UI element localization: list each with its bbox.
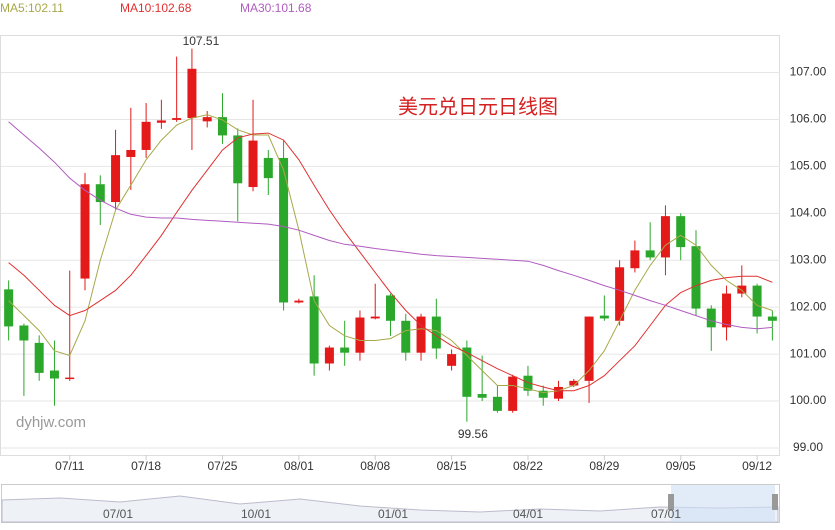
navigator-area: [1, 495, 779, 523]
candle-body: [722, 293, 732, 328]
candle-body: [401, 320, 411, 353]
candle-body: [294, 300, 304, 303]
candle-body: [172, 118, 182, 120]
x-tick-label: 08/08: [360, 459, 390, 473]
candle-body: [706, 308, 716, 328]
candle-body: [233, 135, 243, 184]
candle-body: [752, 285, 762, 317]
candle-body: [676, 216, 686, 248]
candle-body: [477, 393, 487, 398]
candle-body: [508, 376, 518, 411]
candle-body: [263, 157, 273, 179]
plot-border: [0, 35, 780, 456]
navigator-handle[interactable]: [772, 494, 778, 510]
x-tick-label: 08/22: [513, 459, 543, 473]
x-tick-label: 08/15: [437, 459, 467, 473]
candle-body: [19, 325, 29, 341]
candle-body: [49, 370, 59, 379]
candle-body: [630, 250, 640, 269]
candle-body: [4, 289, 14, 327]
candle-body: [645, 250, 655, 258]
candle-body: [217, 117, 227, 136]
candle-body: [65, 377, 75, 380]
legend-entry: MA10:102.68: [120, 1, 192, 15]
navigator-label: 10/01: [241, 507, 271, 521]
candle-body: [279, 157, 289, 303]
candle-body: [554, 386, 564, 399]
candle-body: [737, 285, 747, 294]
y-tick-label: 100.00: [790, 393, 827, 407]
candle-body: [599, 315, 609, 319]
candle-body: [538, 390, 548, 398]
candle-body: [95, 184, 105, 203]
chart-title: 美元兑日元日线图: [398, 95, 558, 118]
y-tick-label: 104.00: [790, 205, 827, 219]
candle-body: [126, 149, 136, 158]
y-tick-label: 103.00: [790, 252, 827, 266]
ma-line: [8, 114, 773, 394]
candle-body: [202, 117, 212, 122]
candle-body: [492, 396, 502, 411]
candle-body: [386, 295, 395, 321]
candle-body: [248, 140, 258, 188]
max-label: 107.51: [183, 34, 220, 48]
x-tick-label: 07/11: [55, 459, 84, 473]
candle-body: [156, 120, 166, 123]
x-tick-label: 09/05: [666, 459, 696, 473]
x-tick-label: 07/18: [131, 459, 161, 473]
candle-body: [615, 267, 625, 321]
navigator-label: 01/01: [378, 507, 408, 521]
navigator-label: 07/01: [651, 507, 681, 521]
candle-body: [584, 316, 594, 381]
ma-line: [8, 132, 773, 392]
candle-body: [767, 316, 777, 321]
candle-body: [691, 246, 701, 309]
y-tick-label: 101.00: [790, 346, 827, 360]
candle-body: [355, 317, 365, 353]
candle-body: [309, 296, 319, 364]
candle-body: [34, 342, 44, 373]
candle-body: [416, 316, 426, 353]
candle-body: [187, 68, 197, 119]
candle-body: [462, 347, 472, 397]
y-tick-label: 105.00: [790, 159, 827, 173]
candle-body: [324, 347, 334, 364]
candle-body: [660, 216, 670, 258]
x-tick-label: 07/25: [207, 459, 237, 473]
candle-body: [111, 155, 121, 203]
candle-body: [431, 316, 441, 349]
navigator-selection[interactable]: [671, 485, 775, 522]
candle-body: [80, 184, 90, 279]
navigator-label: 04/01: [513, 507, 543, 521]
navigator-label: 07/01: [103, 507, 133, 521]
candle-body: [141, 121, 151, 150]
watermark: dyhjw.com: [16, 414, 86, 431]
x-tick-label: 08/29: [589, 459, 619, 473]
min-label: 99.56: [458, 427, 488, 441]
y-tick-label: 107.00: [790, 65, 827, 79]
x-tick-label: 08/01: [284, 459, 314, 473]
x-tick-label: 09/12: [742, 459, 772, 473]
y-tick-label: 106.00: [790, 112, 827, 126]
candle-body: [447, 354, 457, 366]
legend-entry: MA5:102.11: [0, 1, 64, 15]
navigator-handle[interactable]: [668, 494, 674, 510]
y-tick-label: 99.00: [793, 440, 823, 454]
y-tick-label: 102.00: [790, 299, 827, 313]
candle-body: [569, 380, 579, 386]
candle-body: [340, 347, 350, 353]
candle-body: [370, 316, 380, 319]
ma-line: [8, 121, 773, 330]
legend-entry: MA30:101.68: [240, 1, 312, 15]
